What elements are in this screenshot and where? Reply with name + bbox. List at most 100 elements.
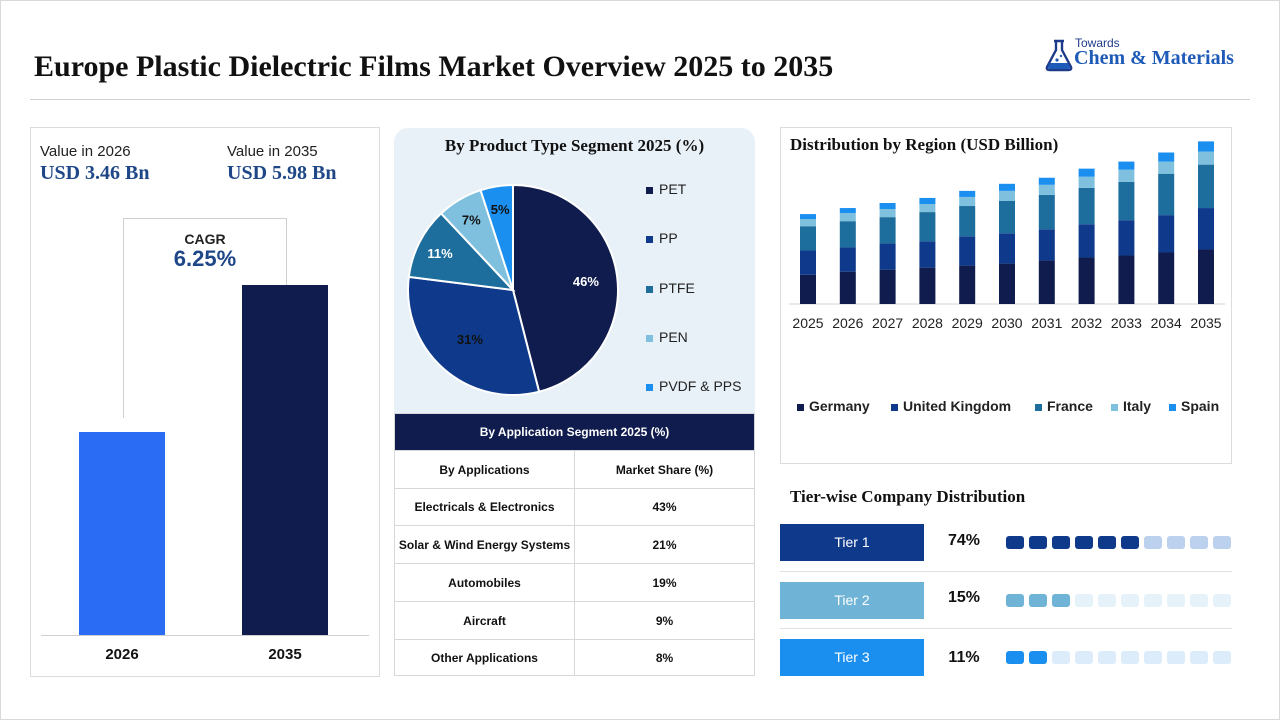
legend-label: Germany bbox=[809, 398, 870, 414]
region-tick-label: 2032 bbox=[1071, 315, 1102, 331]
tier-dot-filled bbox=[1029, 594, 1047, 607]
region-bar-segment-germany bbox=[1158, 252, 1175, 304]
value-2026: USD 3.46 Bn bbox=[40, 162, 150, 184]
region-bar-segment-france bbox=[1078, 187, 1095, 225]
tier-dot-empty bbox=[1190, 536, 1208, 549]
legend-label: PEN bbox=[659, 329, 688, 345]
tier-dot-empty bbox=[1167, 594, 1185, 607]
region-bar-segment-united-kingdom bbox=[999, 233, 1015, 264]
region-bar-segment-france bbox=[839, 221, 856, 248]
tier-dot-empty bbox=[1167, 536, 1185, 549]
value-bar-label-2026: 2026 bbox=[105, 646, 139, 663]
legend-label: PVDF & PPS bbox=[659, 378, 742, 394]
tier-dot-empty bbox=[1098, 651, 1116, 664]
tier-dot-filled bbox=[1029, 536, 1047, 549]
region-bar-segment-spain bbox=[1118, 161, 1135, 170]
legend-label: PTFE bbox=[659, 280, 695, 296]
legend-label: France bbox=[1047, 398, 1093, 414]
region-bar-segment-germany bbox=[959, 265, 976, 304]
application-table: By Application Segment 2025 (%) By Appli… bbox=[394, 413, 755, 676]
application-table-title: By Application Segment 2025 (%) bbox=[395, 414, 754, 450]
tier-1-label: Tier 1 bbox=[780, 524, 924, 561]
pie-slice-pet bbox=[512, 183, 619, 393]
region-bar-segment-united-kingdom bbox=[1198, 208, 1214, 250]
tier-dot-empty bbox=[1190, 651, 1208, 664]
region-bar-segment-united-kingdom bbox=[1078, 224, 1095, 258]
pie-legend-pp: PP bbox=[646, 230, 678, 246]
table-cell-share: 19% bbox=[652, 575, 677, 590]
region-bar-segment-italy bbox=[800, 219, 816, 227]
tier-3-pct: 11% bbox=[948, 649, 980, 666]
tier-dot-empty bbox=[1075, 594, 1093, 607]
region-bar-segment-united-kingdom bbox=[800, 250, 816, 275]
region-bar-segment-france bbox=[1038, 194, 1055, 230]
legend-swatch bbox=[646, 383, 653, 391]
region-tick-label: 2034 bbox=[1151, 315, 1182, 331]
region-bar-segment-germany bbox=[800, 274, 816, 304]
region-bar-segment-spain bbox=[800, 214, 816, 220]
legend-swatch bbox=[797, 403, 804, 411]
region-bar-segment-france bbox=[959, 206, 976, 237]
tier-dot-empty bbox=[1190, 594, 1208, 607]
region-bar-segment-france bbox=[1198, 164, 1214, 209]
pie-legend-pet: PET bbox=[646, 181, 686, 197]
legend-label: Italy bbox=[1123, 398, 1152, 414]
region-chart-title: Distribution by Region (USD Billion) bbox=[790, 135, 1059, 154]
legend-label: PET bbox=[659, 181, 687, 197]
region-legend-united-kingdom: United Kingdom bbox=[891, 398, 1011, 414]
tier-dot-empty bbox=[1098, 594, 1116, 607]
region-bar-segment-united-kingdom bbox=[839, 247, 856, 272]
tier-1-pct: 74% bbox=[947, 532, 981, 549]
tier-2-label: Tier 2 bbox=[780, 582, 924, 619]
region-bar-segment-italy bbox=[1118, 169, 1135, 182]
value-bar-2035 bbox=[242, 285, 328, 635]
brand-logo: Towards Chem & Materials bbox=[1044, 36, 1254, 76]
pie-data-label: 46% bbox=[573, 274, 599, 289]
tier-dot-filled bbox=[1052, 536, 1070, 549]
tier-title: Tier-wise Company Distribution bbox=[790, 487, 1026, 506]
region-legend-italy: Italy bbox=[1111, 398, 1151, 414]
region-bar-segment-spain bbox=[839, 208, 856, 214]
tier-2-pct: 15% bbox=[947, 589, 981, 606]
table-row: Aircraft 9% bbox=[395, 601, 754, 639]
region-bar-segment-italy bbox=[1038, 184, 1055, 195]
region-bar-segment-italy bbox=[1158, 161, 1175, 174]
region-bar-segment-france bbox=[919, 212, 936, 242]
legend-swatch bbox=[646, 235, 653, 243]
legend-swatch bbox=[646, 285, 653, 293]
region-stacked-chart: 2025 2026 2027 2028 2029 2030 2031 2032 2033 2034… bbox=[789, 141, 1225, 331]
region-tick-label: 2027 bbox=[872, 315, 903, 331]
table-cell-application: Electricals & Electronics bbox=[395, 489, 575, 525]
table-cell-application: Automobiles bbox=[395, 564, 575, 601]
value-2035-label: Value in 2035 bbox=[227, 143, 318, 160]
region-bar-segment-germany bbox=[1038, 260, 1055, 304]
tier-dot-filled bbox=[1075, 536, 1093, 549]
legend-swatch bbox=[646, 186, 653, 194]
region-bar-segment-united-kingdom bbox=[919, 241, 936, 268]
region-bar-segment-italy bbox=[1078, 176, 1095, 188]
value-panel: Value in 2026 USD 3.46 Bn Value in 2035 … bbox=[30, 127, 380, 677]
pie-data-label: 5% bbox=[491, 202, 510, 217]
region-bar-segment-germany bbox=[879, 269, 896, 304]
tier-dot-empty bbox=[1075, 651, 1093, 664]
tier-dot-filled bbox=[1029, 651, 1047, 664]
pie-data-label: 31% bbox=[457, 332, 483, 347]
region-bar-segment-spain bbox=[919, 197, 936, 205]
product-type-panel: By Product Type Segment 2025 (%) 46% 31% 1… bbox=[394, 128, 755, 413]
tier-divider bbox=[780, 571, 1232, 572]
region-bar-segment-spain bbox=[1158, 152, 1175, 162]
pie-slice-ptfe bbox=[407, 212, 516, 292]
tier-dot-empty bbox=[1213, 651, 1231, 664]
region-bar-segment-spain bbox=[999, 183, 1015, 191]
table-cell-share: 9% bbox=[655, 613, 674, 628]
region-bar-segment-united-kingdom bbox=[1118, 220, 1135, 256]
table-cell-share: 21% bbox=[652, 537, 677, 552]
tier-dot-filled bbox=[1006, 536, 1024, 549]
region-bar-segment-spain bbox=[959, 190, 976, 197]
legend-swatch bbox=[1035, 403, 1042, 411]
region-bar-segment-france bbox=[999, 200, 1015, 234]
pie-slice-pvdf-pps bbox=[479, 183, 514, 291]
page-title: Europe Plastic Dielectric Films Market O… bbox=[34, 50, 834, 83]
value-bar-label-2035: 2035 bbox=[268, 646, 302, 663]
column-header-share: Market Share (%) bbox=[615, 462, 714, 477]
